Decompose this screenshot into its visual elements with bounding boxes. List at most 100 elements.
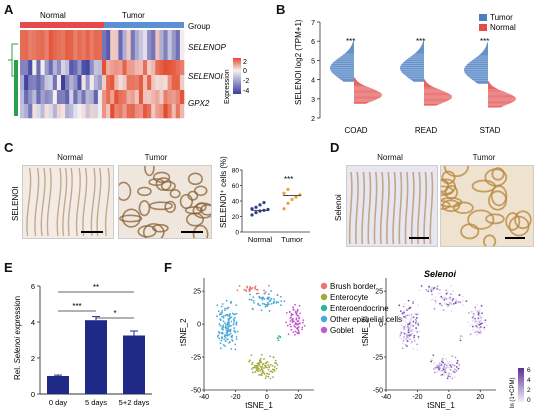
tsne-point	[296, 324, 299, 326]
heatmap-cell	[175, 104, 181, 119]
heatmap-cell	[118, 104, 123, 119]
heatmap-cell	[110, 30, 115, 61]
tsne-point	[470, 311, 473, 314]
gland	[443, 166, 470, 178]
heatmap-cell	[24, 75, 29, 91]
heatmap-cell	[151, 90, 156, 105]
tsne-point	[433, 361, 436, 364]
tsne-point	[222, 324, 225, 327]
tsne-point	[444, 362, 447, 365]
y-tick-label: 25	[375, 289, 383, 296]
crypt	[429, 171, 434, 245]
heatmap-cell	[126, 60, 131, 76]
tsne-point	[448, 296, 451, 299]
tsne-point	[476, 330, 479, 333]
tsne-point	[441, 369, 443, 372]
tsne-point	[262, 362, 265, 365]
tsne-point	[224, 309, 226, 312]
heatmap-cell	[102, 60, 107, 76]
heatmap-cell	[20, 75, 25, 91]
tsne-point	[409, 319, 412, 322]
bar	[123, 335, 145, 394]
tsne-point	[399, 310, 402, 312]
tsne-point	[413, 312, 416, 315]
tsne-point	[407, 299, 410, 302]
tsne-point	[449, 303, 452, 306]
tsne-point	[452, 290, 455, 292]
x-tick-label: STAD	[480, 126, 501, 135]
heatmap-cell	[126, 75, 131, 91]
tsne-point	[455, 298, 457, 301]
heatmap-cell	[122, 90, 127, 105]
gland	[187, 172, 203, 186]
tsne-point	[458, 294, 461, 296]
tsne-point	[404, 326, 407, 329]
heatmap-cell	[102, 90, 107, 105]
bar	[85, 320, 107, 394]
gland	[467, 209, 495, 230]
tsne-point	[403, 311, 405, 314]
heatmap-cell	[36, 75, 41, 91]
tsne-point	[224, 334, 227, 336]
tsne-point	[440, 368, 442, 370]
micrograph-tumor	[118, 165, 212, 239]
tsne-point	[236, 289, 239, 292]
tsne-point	[430, 290, 433, 293]
y-tick-label: 4	[311, 78, 315, 85]
heatmap-cell	[48, 30, 54, 61]
heatmap-cell	[36, 60, 41, 76]
heatmap-cell	[93, 90, 99, 105]
heatmap-cell	[44, 104, 49, 119]
heatmap-cell	[52, 60, 58, 76]
tsne-point	[233, 327, 236, 329]
sig-label: **	[93, 283, 99, 292]
heatmap-cell	[155, 30, 160, 61]
tsne-point	[217, 334, 220, 337]
heatmap-cell	[28, 90, 33, 105]
tsne-point	[290, 314, 293, 317]
heatmap-cell	[89, 30, 95, 61]
tsne-point	[471, 320, 474, 322]
y-axis-label: Rel. Selenoi expression	[13, 296, 22, 380]
legend-label: Goblet	[330, 326, 354, 335]
tsne-point	[220, 305, 223, 308]
tsne-point	[436, 286, 438, 289]
heatmap-cell	[110, 75, 115, 91]
tsne-point	[222, 320, 225, 323]
tsne-point	[220, 339, 223, 342]
heatmap-cell	[151, 75, 156, 91]
gland	[505, 212, 521, 231]
heatmap-cell	[155, 75, 160, 91]
tsne-point	[449, 293, 452, 296]
heatmap-cell	[61, 75, 66, 91]
tsne-point	[428, 285, 430, 288]
heatmap-cell	[130, 30, 136, 61]
tsne-point	[471, 316, 474, 319]
legend-tick-m2: -2	[243, 78, 249, 85]
x-tick-label: 0	[447, 394, 451, 401]
tsne-point	[218, 337, 221, 340]
y-axis-label: tSNE_2	[361, 318, 370, 346]
heatmap-cell	[102, 75, 107, 91]
y-tick-label: 40	[232, 199, 240, 206]
tsne-point	[293, 320, 295, 323]
tsne-point	[434, 296, 437, 299]
tsne-point	[450, 373, 452, 376]
heatmap-cell	[48, 104, 54, 119]
tsne-point	[437, 288, 440, 291]
tsne-point	[266, 372, 269, 375]
tsne-point	[406, 325, 409, 328]
tsne-point	[219, 312, 222, 315]
violin-normal	[354, 77, 382, 104]
tsne-point	[297, 322, 300, 325]
tsne-point	[268, 373, 270, 376]
tsne-point	[268, 300, 271, 303]
heatmap-cell	[48, 75, 54, 91]
group-name-tumor: Tumor	[122, 11, 145, 20]
heatmap-cell	[85, 30, 90, 61]
gland	[482, 234, 497, 246]
tsne-point	[485, 324, 488, 327]
tsne-point	[289, 325, 292, 328]
tsne-point	[270, 370, 273, 373]
